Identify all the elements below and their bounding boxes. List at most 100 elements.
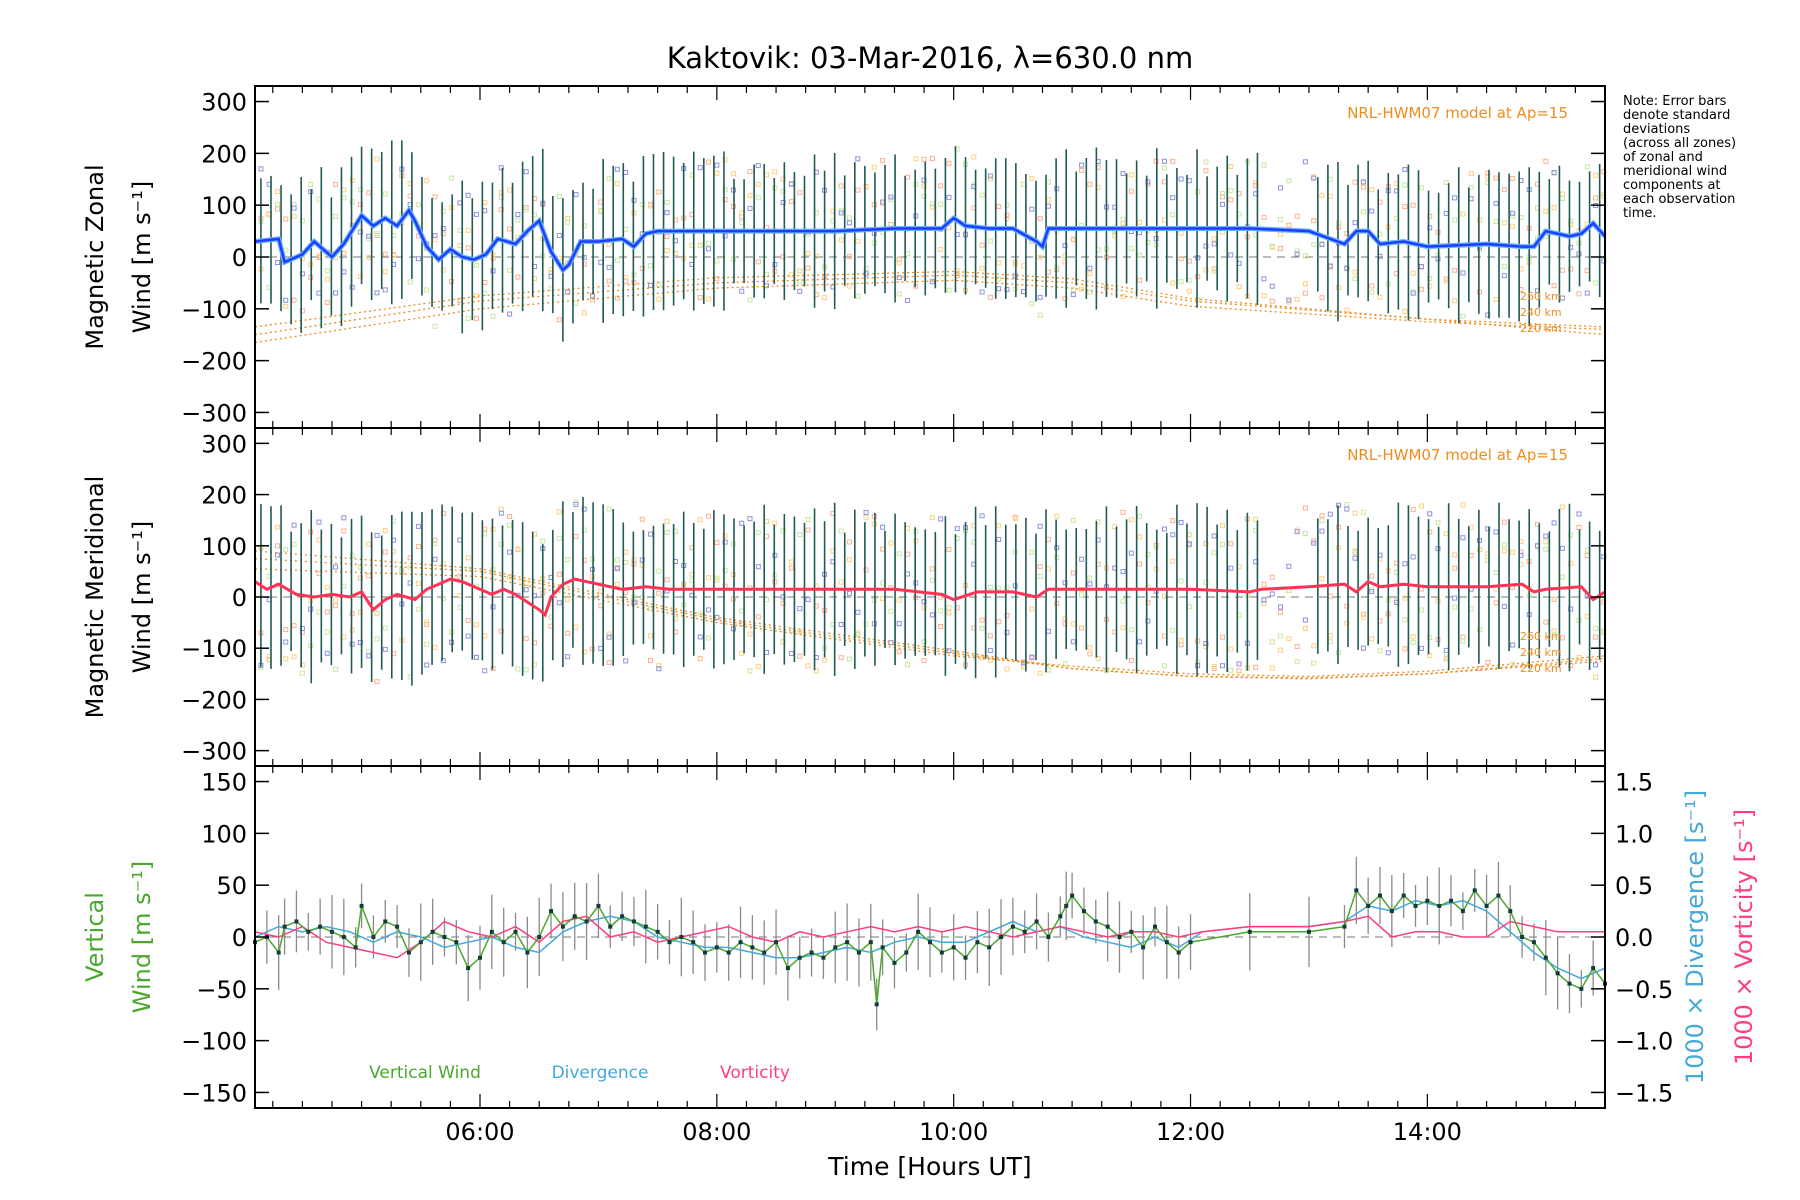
zone-point: [473, 315, 479, 321]
vertical-wind-point: [466, 966, 471, 971]
zone-point: [896, 649, 902, 655]
zone-point: [440, 658, 446, 664]
vertical-wind-point: [1105, 924, 1110, 929]
vertical-wind-point: [1093, 919, 1098, 924]
zone-point: [979, 655, 985, 661]
zone-point: [1427, 529, 1433, 535]
zone-point: [921, 605, 927, 611]
zone-point: [341, 195, 347, 201]
zone-point: [1460, 535, 1466, 541]
zone-point: [905, 525, 910, 531]
zone-point: [1079, 556, 1085, 562]
vertical-wind-point: [880, 945, 885, 950]
zone-point: [573, 624, 579, 630]
zone-point: [1145, 179, 1151, 185]
zone-point: [1211, 268, 1217, 274]
zone-point: [929, 201, 935, 207]
zone-point: [1568, 266, 1574, 272]
zone-point: [1029, 606, 1035, 612]
zone-point: [283, 216, 289, 222]
vertical-wind-point: [406, 950, 411, 955]
zone-point: [971, 154, 977, 160]
zone-point: [1543, 546, 1549, 552]
zone-point: [1037, 294, 1043, 300]
zone-point: [1236, 668, 1242, 674]
zone-point: [1037, 254, 1043, 260]
zone-point: [507, 187, 513, 193]
y-axis-label-line2: Wind [m s⁻¹]: [128, 861, 156, 1013]
zone-point: [1128, 172, 1134, 178]
zone-point: [482, 633, 488, 639]
zone-point: [465, 245, 471, 251]
zone-point: [1485, 170, 1491, 176]
zone-point: [1551, 283, 1557, 289]
zone-point: [1311, 540, 1317, 546]
zone-point: [1493, 529, 1499, 535]
zone-point: [357, 229, 363, 235]
zone-point: [1070, 517, 1076, 523]
zonal-wind-line: [254, 208, 1606, 272]
zone-point: [896, 597, 902, 603]
zone-point: [1045, 179, 1051, 185]
zone-point: [987, 657, 993, 663]
zone-point: [739, 520, 745, 526]
zone-point: [1004, 216, 1010, 222]
zone-point: [1327, 176, 1333, 182]
zone-point: [780, 528, 786, 534]
zone-point: [780, 254, 786, 260]
zone-point: [896, 275, 902, 281]
zone-point: [1593, 634, 1599, 640]
vertical-wind-point: [318, 924, 323, 929]
zone-point: [1278, 609, 1284, 615]
zone-point: [1402, 182, 1408, 188]
zone-point: [639, 265, 645, 271]
zone-point: [1551, 596, 1557, 602]
zone-point: [1311, 660, 1317, 666]
zone-point: [291, 213, 297, 219]
model-label: NRL-HWM07 model at Ap=15: [1347, 104, 1568, 122]
zone-point: [581, 310, 587, 316]
vertical-wind-point: [620, 914, 625, 919]
zone-point: [656, 590, 662, 596]
zone-point: [1178, 642, 1184, 648]
zone-point: [623, 658, 629, 664]
vertical-wind-point: [608, 924, 613, 929]
zone-point: [697, 165, 703, 171]
zone-point: [888, 608, 894, 614]
zone-point: [855, 632, 861, 638]
vertical-wind-point: [513, 929, 518, 934]
zone-point: [258, 166, 264, 172]
zone-point: [1004, 613, 1010, 619]
zone-point: [523, 667, 529, 673]
zone-point: [772, 169, 778, 175]
zone-point: [1128, 657, 1134, 663]
zone-point: [979, 242, 985, 248]
zone-point: [424, 178, 430, 184]
zone-point: [1120, 625, 1126, 631]
zone-point: [822, 295, 828, 301]
zone-point: [1286, 563, 1292, 569]
vertical-wind-point: [1064, 903, 1069, 908]
zone-point: [1418, 503, 1424, 509]
zone-point: [275, 524, 280, 530]
zone-point: [1294, 251, 1300, 257]
zone-point: [341, 187, 347, 193]
vertical-wind-point: [691, 940, 696, 945]
zone-point: [880, 524, 886, 530]
zone-point: [581, 506, 587, 512]
model-label: NRL-HWM07 model at Ap=15: [1347, 446, 1568, 464]
zone-point: [432, 537, 438, 543]
zone-point: [1186, 604, 1192, 610]
zone-point: [424, 641, 430, 647]
zone-point: [805, 517, 811, 523]
zone-point: [797, 532, 803, 538]
zone-point: [581, 254, 587, 260]
zone-point: [1070, 570, 1076, 576]
zone-point: [1261, 293, 1267, 299]
zone-point: [1576, 511, 1582, 517]
zone-point: [291, 201, 297, 207]
zone-point: [1269, 243, 1275, 249]
zone-point: [747, 668, 753, 674]
zone-point: [498, 541, 504, 547]
zone-point: [333, 213, 339, 219]
